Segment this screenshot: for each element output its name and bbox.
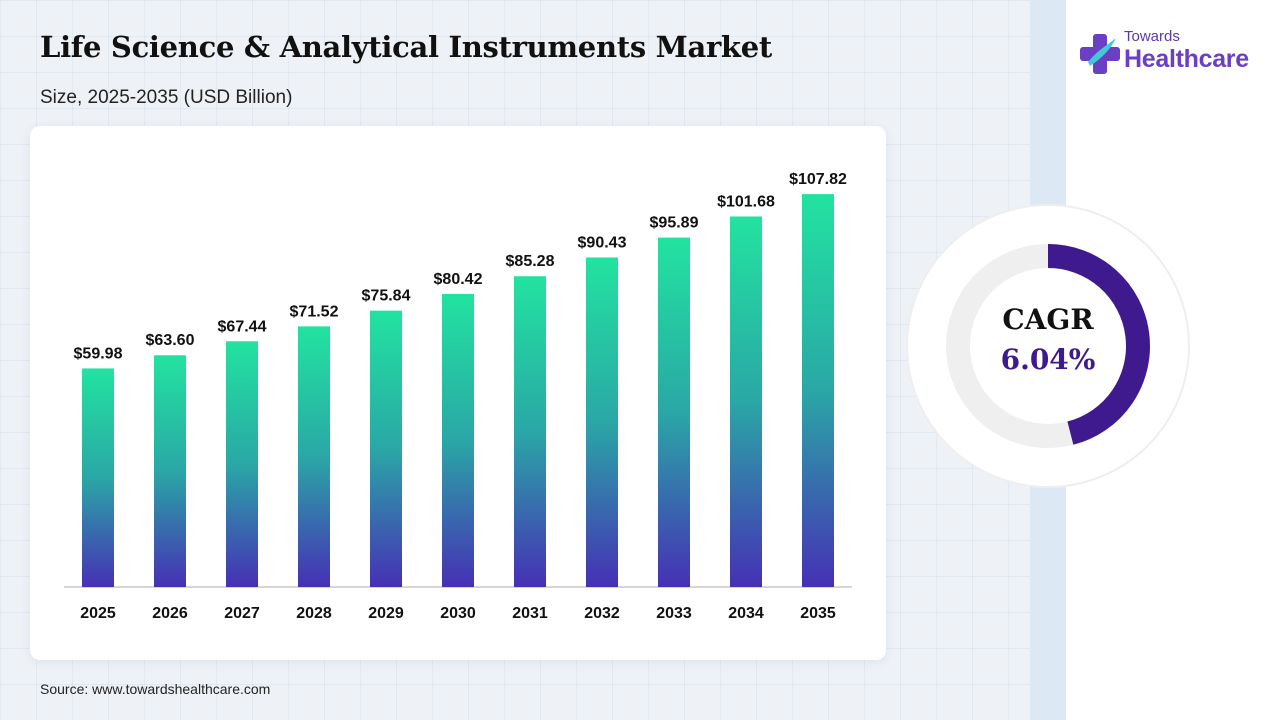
bar-2035 bbox=[802, 194, 834, 588]
brand-name-top: Towards bbox=[1124, 28, 1180, 45]
bar-2030 bbox=[442, 293, 474, 587]
bar-2025 bbox=[82, 368, 114, 587]
data-label-2026: $63.60 bbox=[146, 332, 195, 349]
x-tick-2033: 2033 bbox=[656, 605, 692, 622]
x-tick-2031: 2031 bbox=[512, 605, 548, 622]
data-label-2027: $67.44 bbox=[218, 318, 267, 335]
bar-2032 bbox=[586, 257, 618, 587]
data-label-2029: $75.84 bbox=[362, 288, 411, 305]
cagr-donut: CAGR 6.04% bbox=[905, 203, 1191, 489]
data-label-2025: $59.98 bbox=[74, 345, 123, 362]
x-tick-2025: 2025 bbox=[80, 605, 116, 622]
chart-title: Life Science & Analytical Instruments Ma… bbox=[40, 30, 772, 64]
data-label-2031: $85.28 bbox=[506, 253, 555, 270]
medical-cross-icon bbox=[1080, 34, 1120, 74]
x-tick-2028: 2028 bbox=[296, 605, 332, 622]
x-tick-2035: 2035 bbox=[800, 605, 836, 622]
x-tick-2026: 2026 bbox=[152, 605, 188, 622]
data-label-2035: $107.82 bbox=[789, 171, 847, 188]
bar-2029 bbox=[370, 310, 402, 587]
x-tick-2032: 2032 bbox=[584, 605, 620, 622]
cagr-label: CAGR bbox=[1002, 303, 1094, 336]
bar-chart: $59.98 2025 $63.60 2026 $67.44 2027 $71.52 2028… bbox=[64, 171, 852, 622]
source-note: Source: www.towardshealthcare.com bbox=[40, 681, 271, 697]
chart-subtitle: Size, 2025-2035 (USD Billion) bbox=[40, 87, 293, 108]
x-tick-2030: 2030 bbox=[440, 605, 476, 622]
data-label-2030: $80.42 bbox=[434, 271, 483, 288]
bar-2027 bbox=[226, 341, 258, 587]
data-label-2033: $95.89 bbox=[650, 215, 699, 232]
data-label-2034: $101.68 bbox=[717, 193, 775, 210]
bar-2033 bbox=[658, 237, 690, 587]
x-tick-2027: 2027 bbox=[224, 605, 260, 622]
brand-logo: Towards Healthcare bbox=[1080, 28, 1260, 80]
cagr-ring bbox=[906, 204, 1190, 488]
data-label-2028: $71.52 bbox=[290, 303, 339, 320]
chart-card: $59.98 2025 $63.60 2026 $67.44 2027 $71.52 2028… bbox=[30, 126, 886, 660]
cagr-value: 6.04% bbox=[1000, 343, 1096, 376]
bar-2034 bbox=[730, 216, 762, 588]
bar-2026 bbox=[154, 355, 186, 587]
bar-2028 bbox=[298, 326, 330, 587]
cagr-progress-arc bbox=[1047, 244, 1150, 445]
data-label-2032: $90.43 bbox=[578, 234, 627, 251]
x-tick-2029: 2029 bbox=[368, 605, 404, 622]
bar-2031 bbox=[514, 276, 546, 587]
x-tick-2034: 2034 bbox=[728, 605, 764, 622]
brand-name-bottom: Healthcare bbox=[1124, 45, 1249, 73]
